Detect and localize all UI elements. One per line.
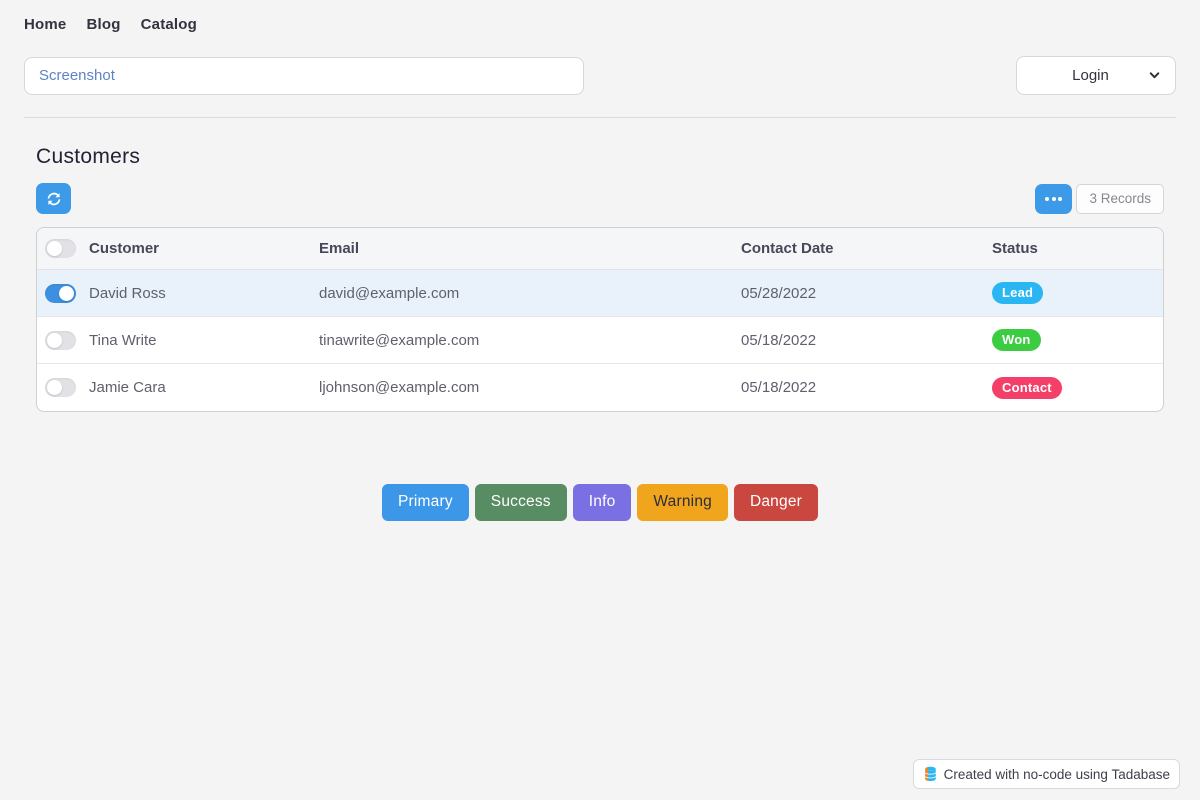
table-row[interactable]: Jamie Cara ljohnson@example.com 05/18/20…: [37, 364, 1163, 411]
column-header-status: Status: [992, 240, 1038, 257]
table-row[interactable]: David Ross david@example.com 05/28/2022 …: [37, 270, 1163, 317]
top-nav: Home Blog Catalog: [0, 0, 1200, 33]
cell-email: david@example.com: [319, 284, 460, 302]
status-badge: Contact: [992, 376, 1062, 399]
toolbar-right: 3 Records: [1035, 183, 1164, 214]
success-button[interactable]: Success: [474, 484, 567, 521]
nav-item-catalog[interactable]: Catalog: [140, 16, 198, 33]
more-options-button[interactable]: [1035, 183, 1073, 214]
table-header-row: Customer Email Contact Date Status: [37, 228, 1163, 270]
primary-button[interactable]: Primary: [381, 484, 469, 521]
button-row: Primary Success Info Warning Danger: [36, 484, 1164, 521]
refresh-icon: [46, 191, 62, 207]
main-content: Customers 3 Records Customer Email Conta…: [0, 145, 1200, 521]
topbar: Login: [0, 56, 1200, 95]
cell-customer: David Ross: [89, 284, 166, 302]
database-icon: [923, 766, 938, 782]
table-row[interactable]: Tina Write tinawrite@example.com 05/18/2…: [37, 317, 1163, 364]
page-title: Customers: [36, 145, 141, 168]
nav-item-home[interactable]: Home: [24, 16, 67, 33]
row-toggle[interactable]: [45, 330, 76, 350]
column-header-contact-date: Contact Date: [741, 240, 834, 257]
tadabase-credit-badge[interactable]: Created with no-code using Tadabase: [912, 759, 1180, 789]
search-input[interactable]: [24, 56, 584, 95]
cell-contact-date: 05/18/2022: [741, 379, 817, 396]
login-dropdown-label: Login: [1072, 67, 1109, 84]
column-header-email: Email: [319, 240, 360, 257]
chevron-down-icon: [1148, 69, 1161, 82]
credit-text: Created with no-code using Tadabase: [943, 766, 1170, 782]
login-dropdown[interactable]: Login: [1016, 56, 1176, 95]
cell-contact-date: 05/18/2022: [741, 331, 817, 349]
cell-email: ljohnson@example.com: [319, 379, 480, 396]
customers-table: Customer Email Contact Date Status David…: [36, 227, 1164, 412]
divider: [24, 117, 1176, 118]
info-button[interactable]: Info: [572, 484, 632, 521]
cell-customer: Tina Write: [89, 331, 157, 349]
cell-contact-date: 05/28/2022: [741, 284, 817, 302]
warning-button[interactable]: Warning: [637, 484, 728, 521]
column-header-customer: Customer: [89, 240, 160, 257]
select-all-toggle[interactable]: [45, 239, 76, 258]
table-toolbar: 3 Records: [36, 183, 1164, 214]
row-toggle[interactable]: [45, 283, 76, 303]
status-badge: Lead: [992, 282, 1044, 304]
status-badge: Won: [992, 329, 1041, 351]
cell-customer: Jamie Cara: [89, 379, 166, 396]
ellipsis-icon: [1045, 196, 1050, 201]
cell-email: tinawrite@example.com: [319, 331, 480, 349]
nav-item-blog[interactable]: Blog: [86, 16, 121, 33]
row-toggle[interactable]: [45, 378, 76, 397]
records-count-badge: 3 Records: [1076, 183, 1164, 214]
danger-button[interactable]: Danger: [733, 484, 819, 521]
refresh-button[interactable]: [36, 183, 71, 214]
